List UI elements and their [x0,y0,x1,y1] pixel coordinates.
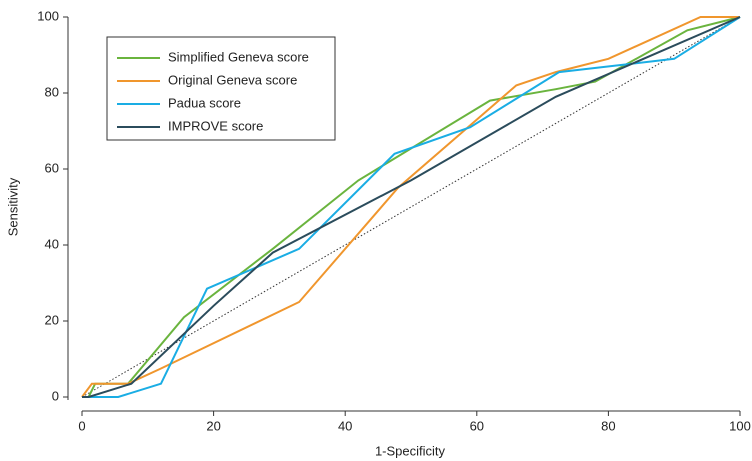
legend-label: Padua score [168,95,241,110]
y-tick-label: 60 [45,160,59,175]
legend-label: Original Geneva score [168,72,297,87]
legend-label: IMPROVE score [168,118,263,133]
y-tick-label: 40 [45,236,59,251]
y-tick-label: 100 [37,8,59,23]
x-tick-label: 80 [601,418,615,433]
y-axis-label: Sensitivity [5,177,20,236]
y-tick-label: 80 [45,84,59,99]
x-axis-label: 1-Specificity [375,443,446,458]
y-tick-label: 0 [52,388,59,403]
x-tick-label: 100 [729,418,751,433]
series-line [82,16,741,398]
legend-box [106,36,336,141]
x-tick-label: 60 [470,418,484,433]
x-tick-label: 0 [78,418,85,433]
reference-line [81,16,741,398]
y-tick-label: 20 [45,312,59,327]
legend-label: Simplified Geneva score [168,49,309,64]
x-tick-label: 20 [206,418,220,433]
x-tick-label: 40 [338,418,352,433]
series-line [82,16,741,398]
